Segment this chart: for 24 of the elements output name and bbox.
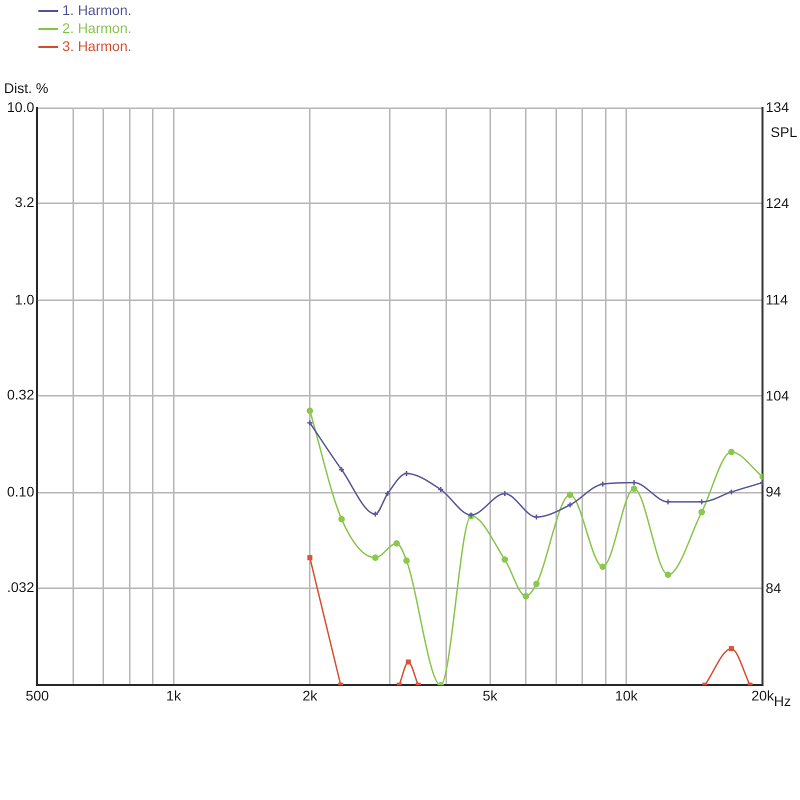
x-axis-title: Hz bbox=[774, 693, 792, 710]
y2-tick-label: 124 bbox=[766, 195, 790, 212]
y2-axis-title: SPL bbox=[770, 124, 798, 140]
x-tick-label: 10k bbox=[615, 687, 639, 704]
y2-tick-label: 134 bbox=[766, 98, 790, 115]
y2-tick-label: 84 bbox=[766, 580, 782, 596]
y-axis-title: Dist. % bbox=[4, 80, 48, 96]
y-tick-label: 10.0 bbox=[7, 98, 34, 115]
y2-tick-label: 104 bbox=[766, 387, 790, 404]
x-tick-label: 500 bbox=[26, 687, 50, 704]
y-tick-label: 1.0 bbox=[14, 291, 34, 308]
legend-label: 3. Harmon. bbox=[62, 38, 132, 54]
x-tick-label: 2k bbox=[302, 687, 318, 704]
y2-tick-label: 94 bbox=[766, 484, 782, 500]
y2-tick-label: 114 bbox=[766, 291, 788, 308]
x-tick-label: 20k bbox=[751, 687, 775, 704]
legend-label: 1. Harmon. bbox=[62, 2, 132, 18]
y-tick-label: 0.32 bbox=[7, 386, 34, 402]
y-tick-label: 3.2 bbox=[14, 194, 34, 210]
y-tick-label: 0.10 bbox=[7, 484, 34, 500]
x-tick-label: 1k bbox=[166, 687, 182, 704]
y-tick-label: .032 bbox=[7, 578, 34, 595]
legend-label: 2. Harmon. bbox=[62, 20, 132, 36]
x-tick-label: 5k bbox=[482, 687, 498, 704]
